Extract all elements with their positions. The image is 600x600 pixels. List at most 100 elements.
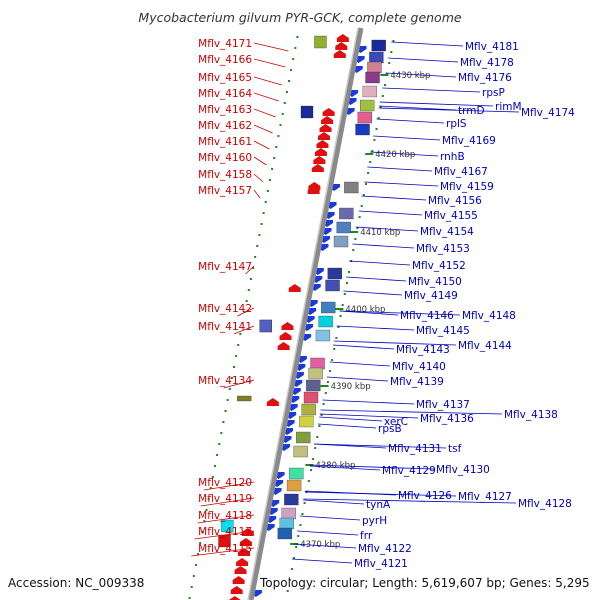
gene-block — [310, 357, 325, 370]
tick-mark — [235, 355, 238, 357]
leader-line — [313, 443, 387, 449]
gene-arrow — [336, 34, 349, 42]
kbp-label: 4370 kbp — [300, 540, 340, 550]
gene-arrow — [281, 322, 294, 330]
tick-mark — [288, 80, 290, 82]
gene-arrow — [232, 576, 245, 584]
gene-block — [279, 517, 294, 530]
gene-arrow — [228, 596, 241, 600]
gene-label-left: Mflv_4171 — [198, 38, 252, 50]
leader-line — [378, 105, 457, 111]
gene-label-right: rimM — [495, 101, 522, 113]
tick-mark — [243, 311, 246, 313]
tick-mark — [341, 304, 344, 306]
tick-mark — [203, 520, 206, 522]
gene-label-left: Mflv_4161 — [198, 136, 252, 148]
gene-arrow — [322, 108, 335, 116]
tick-mark — [296, 36, 299, 38]
gene-label-right: Mflv_4167 — [434, 166, 488, 178]
gene-arrow — [314, 148, 327, 156]
gene-block — [286, 479, 302, 492]
tick-mark — [392, 40, 395, 42]
gene-label-left: Mflv_4164 — [198, 88, 252, 100]
leader-line — [320, 409, 503, 415]
tick-mark — [352, 249, 355, 251]
leader-line — [304, 490, 397, 496]
leader-line — [309, 465, 381, 471]
gene-label-right: Mflv_4139 — [390, 376, 444, 388]
leader-line — [333, 344, 395, 350]
tick-mark — [362, 194, 365, 196]
tick-mark — [307, 480, 310, 482]
kbp-label: 4410 kbp — [360, 228, 400, 238]
tick-mark — [343, 293, 346, 295]
tick-mark — [331, 359, 334, 361]
leader-line — [364, 181, 439, 187]
tick-mark — [260, 223, 263, 225]
gene-label-right: Mflv_4129 — [382, 465, 436, 477]
tick-mark — [211, 476, 214, 478]
gene-block — [367, 61, 382, 74]
gene-block — [336, 221, 351, 234]
gene-label-right: Mflv_4178 — [460, 57, 514, 69]
tick-mark — [233, 366, 235, 368]
leader-line — [253, 124, 273, 134]
gene-label-right: Mflv_4148 — [462, 310, 516, 322]
tick-mark — [314, 447, 317, 449]
tick-mark — [375, 128, 378, 130]
tick-mark — [226, 399, 229, 401]
gene-block — [360, 99, 375, 112]
leader-line — [376, 118, 445, 124]
gene-label-left: Mflv_4165 — [198, 72, 252, 84]
tick-mark — [290, 568, 293, 570]
leader-line — [297, 530, 359, 536]
gene-block — [303, 391, 319, 404]
gene-label-left: Mflv_4163 — [198, 104, 252, 116]
gene-arrow — [321, 116, 334, 124]
gene-arrow — [241, 528, 254, 536]
tick-mark — [277, 135, 280, 137]
tick-mark — [249, 278, 252, 280]
leader-line — [309, 464, 435, 470]
leader-line — [333, 340, 457, 346]
topology-text: Topology: circular; Length: 5,619,607 bp… — [259, 576, 590, 590]
gene-block — [289, 467, 304, 480]
gene-label-right: Mflv_4176 — [458, 72, 512, 84]
leader-line — [300, 515, 361, 521]
gene-label-left: Mflv_4157 — [198, 185, 252, 197]
leader-line — [352, 243, 415, 249]
tick-mark — [309, 469, 312, 471]
gene-label-right: Mflv_4156 — [428, 195, 482, 207]
gene-label-right: tsf — [448, 443, 462, 455]
gene-block — [308, 367, 323, 380]
tick-mark — [348, 271, 351, 273]
tick-mark — [388, 62, 391, 64]
leader-line — [253, 42, 289, 52]
gene-label-left: Mflv_4120 — [198, 477, 252, 489]
gene-arrow — [239, 538, 252, 546]
tick-mark — [252, 267, 255, 269]
tick-mark — [256, 245, 259, 247]
gene-label-right: Mflv_4130 — [436, 464, 490, 476]
tick-mark — [324, 392, 327, 394]
leader-line — [223, 379, 255, 389]
tick-mark — [371, 150, 374, 152]
leader-line — [200, 497, 255, 507]
leader-line — [336, 325, 415, 331]
leader-line — [253, 108, 276, 118]
gene-arrow — [277, 342, 290, 350]
gene-label-right: Mflv_4154 — [420, 226, 474, 238]
gene-label-left: Mflv_4119 — [198, 493, 252, 505]
gene-label-right: Mflv_4155 — [424, 210, 478, 222]
tick-mark — [228, 388, 231, 390]
leader-line — [370, 151, 439, 157]
gene-label-right: Mflv_4140 — [392, 361, 446, 373]
tick-mark — [316, 436, 319, 438]
tick-mark — [335, 337, 338, 339]
kbp-label: 4390 kbp — [331, 382, 371, 392]
gene-arrow — [238, 548, 250, 556]
gene-label-right: Mflv_4137 — [416, 399, 470, 411]
tick-mark — [264, 201, 267, 203]
tick-mark — [279, 124, 282, 126]
leader-line — [339, 310, 399, 316]
